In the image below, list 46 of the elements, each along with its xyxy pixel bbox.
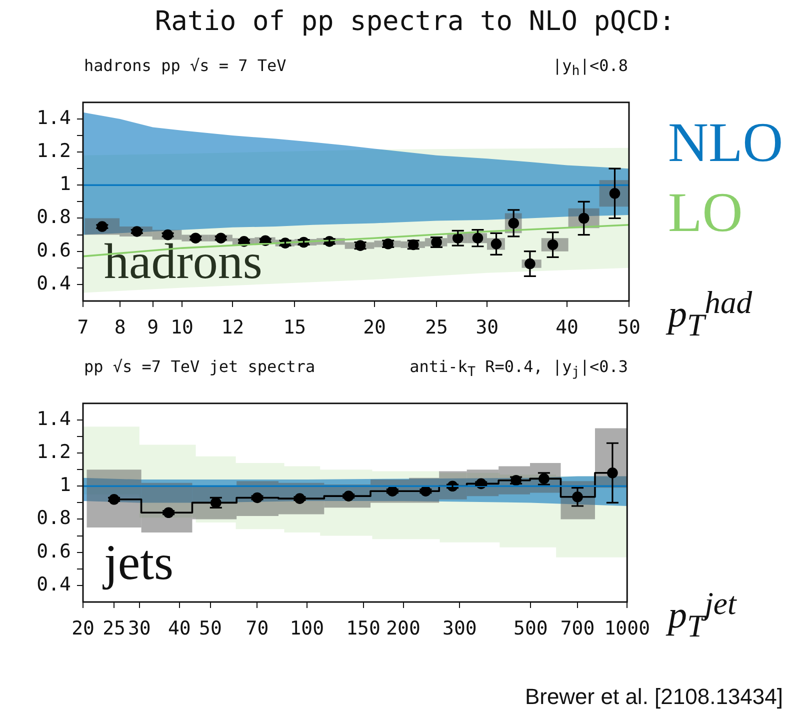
x-tick-label: 700 [560,617,595,640]
text: |y$_{h}$|<0.8 [552,56,628,80]
y-tick-label: 0.6 [36,540,71,562]
series-label: NLO [668,112,784,174]
x-tick-label: 50 [618,316,640,338]
x-tick-label: 30 [128,617,151,640]
x-tick-label: 7 [77,316,89,338]
x-tick-label: 10 [170,316,194,338]
text: Brewer et al. [2108.13434] [524,684,783,710]
x-tick-label: 30 [476,316,499,338]
x-tick-label: 25 [425,316,448,338]
x-tick-label: 25 [102,617,126,640]
x-tick-label: 20 [72,617,94,640]
x-tick-label: 9 [147,316,159,338]
y-tick-label: 1.2 [36,440,71,463]
chart-subtitle: hadrons pp √s = 7 TeV [84,56,286,75]
y-tick-label: 0.4 [36,573,71,596]
annotation: jets [104,534,174,590]
x-tick-label: 40 [168,617,191,640]
text: anti-k$_{T}$ R=0.4, |y$_{j}$|<0.3 [410,357,628,380]
x-tick-label: 500 [514,617,548,640]
x-tick-label: 150 [346,617,380,640]
y-tick-label: 0.8 [36,507,71,530]
x-tick-label: 200 [386,617,420,640]
y-tick-label: 1.2 [36,140,71,162]
x-tick-label: 70 [246,617,269,640]
y-tick-label: 0.6 [36,239,71,262]
y-tick-label: 1.4 [36,408,71,430]
x-tick-label: 40 [556,316,578,338]
x-tick-label: 100 [290,617,324,640]
x-tick-label: 8 [114,316,126,338]
chart-subtitle: pp √s =7 TeV jet spectra [84,357,316,376]
x-tick-label: 12 [221,316,244,338]
y-tick-label: 0.4 [36,272,71,294]
x-tick-label: 300 [442,617,477,640]
series-label: LO [668,182,743,244]
x-tick-label: 20 [363,316,386,338]
chart-title: Ratio of pp spectra to NLO pQCD: [154,6,676,37]
x-tick-label: 50 [199,617,222,640]
y-tick-label: 0.8 [36,206,71,228]
x-tick-label: 1000 [604,617,650,640]
x-tick-label: 15 [283,316,306,338]
y-tick-label: 1 [60,474,71,496]
y-tick-label: 1 [60,173,71,196]
y-tick-label: 1.4 [36,106,71,129]
annotation: hadrons [104,233,262,289]
